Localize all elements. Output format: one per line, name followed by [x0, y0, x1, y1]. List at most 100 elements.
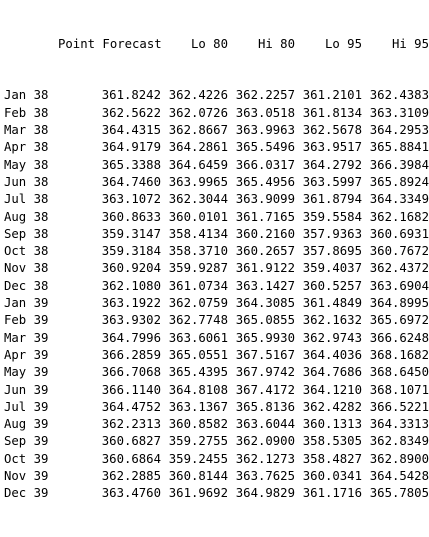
cell-lo-95: 359.5584 [302, 209, 362, 224]
cell-point-forecast: 360.8633 [101, 209, 161, 224]
row-label: Oct 39 [4, 451, 49, 466]
cell-hi-95: 364.5428 [369, 469, 429, 484]
cell-lo-95: 360.5257 [302, 278, 362, 293]
cell-hi-95: 364.8995 [369, 296, 429, 311]
row-label: Apr 38 [4, 140, 49, 155]
cell-lo-95: 362.5678 [302, 123, 362, 138]
row-label: Sep 38 [4, 226, 49, 241]
cell-hi-80: 361.9122 [235, 261, 295, 276]
cell-lo-80: 362.0726 [168, 105, 228, 120]
cell-point-forecast: 364.4752 [101, 399, 161, 414]
cell-lo-80: 360.0101 [168, 209, 228, 224]
cell-lo-95: 358.4827 [302, 451, 362, 466]
cell-hi-95: 362.1682 [369, 209, 429, 224]
table-row: Jan 39 363.1922 362.0759 364.3085 361.4849 36… [4, 295, 429, 312]
cell-lo-95: 361.8794 [302, 192, 362, 207]
table-row: Dec 38 362.1080 361.0734 363.1427 360.5257 36… [4, 278, 429, 295]
cell-point-forecast: 364.7460 [101, 174, 161, 189]
cell-hi-80: 365.4956 [235, 174, 295, 189]
cell-point-forecast: 359.3147 [101, 226, 161, 241]
row-label: May 38 [4, 157, 49, 172]
cell-lo-80: 359.2755 [168, 434, 228, 449]
row-label: Jun 38 [4, 174, 49, 189]
table-row: Feb 39 363.9302 362.7748 365.0855 362.1632 36… [4, 312, 429, 329]
forecast-table: Point Forecast Lo 80 Hi 80 Lo 95 Hi 95 J… [4, 1, 429, 537]
table-row: Sep 39 360.6827 359.2755 362.0900 358.5305 36… [4, 433, 429, 450]
cell-lo-80: 359.2455 [168, 451, 228, 466]
cell-hi-80: 365.9930 [235, 330, 295, 345]
cell-hi-80: 360.2657 [235, 244, 295, 259]
table-row: Aug 38 360.8633 360.0101 361.7165 359.5584 36… [4, 209, 429, 226]
cell-lo-95: 364.2792 [302, 157, 362, 172]
table-row: Jan 38 361.8242 362.4226 362.2257 361.2101 36… [4, 87, 429, 104]
cell-lo-80: 362.0759 [168, 296, 228, 311]
row-label: Sep 39 [4, 434, 49, 449]
table-body: Jan 38 361.8242 362.4226 362.2257 361.2101 36… [4, 87, 429, 502]
header-cell-lo-95: Lo 95 [324, 36, 362, 51]
cell-hi-95: 365.7805 [369, 486, 429, 501]
console-output: Point Forecast Lo 80 Hi 80 Lo 95 Hi 95 J… [4, 36, 429, 501]
cell-lo-80: 361.0734 [168, 278, 228, 293]
row-label: Dec 39 [4, 486, 49, 501]
cell-point-forecast: 364.7996 [101, 330, 161, 345]
row-label: Nov 39 [4, 469, 49, 484]
cell-point-forecast: 361.8242 [101, 88, 161, 103]
table-row: Apr 38 364.9179 364.2861 365.5496 363.9517 36… [4, 139, 429, 156]
row-label: Dec 38 [4, 278, 49, 293]
cell-lo-95: 359.4037 [302, 261, 362, 276]
table-row: Oct 39 360.6864 359.2455 362.1273 358.4827 36… [4, 451, 429, 468]
cell-point-forecast: 362.2885 [101, 469, 161, 484]
cell-lo-95: 361.2101 [302, 88, 362, 103]
cell-hi-95: 360.6931 [369, 226, 429, 241]
cell-point-forecast: 362.2313 [101, 417, 161, 432]
row-label: Jan 39 [4, 296, 49, 311]
cell-lo-95: 361.1716 [302, 486, 362, 501]
cell-hi-80: 367.5167 [235, 347, 295, 362]
cell-hi-80: 363.9963 [235, 123, 295, 138]
cell-lo-95: 362.1632 [302, 313, 362, 328]
table-row: Sep 38 359.3147 358.4134 360.2160 357.9363 36… [4, 226, 429, 243]
row-label: Mar 39 [4, 330, 49, 345]
table-row: Jun 39 366.1140 364.8108 367.4172 364.1210 36… [4, 382, 429, 399]
cell-lo-80: 359.9287 [168, 261, 228, 276]
cell-hi-80: 363.6044 [235, 417, 295, 432]
cell-lo-95: 363.9517 [302, 140, 362, 155]
cell-hi-95: 366.6248 [369, 330, 429, 345]
cell-point-forecast: 364.4315 [101, 123, 161, 138]
cell-lo-80: 363.9965 [168, 174, 228, 189]
row-label: Jan 38 [4, 88, 49, 103]
cell-point-forecast: 360.6864 [101, 451, 161, 466]
cell-hi-95: 362.8900 [369, 451, 429, 466]
row-label: Aug 39 [4, 417, 49, 432]
table-row: Nov 38 360.9204 359.9287 361.9122 359.4037 36… [4, 260, 429, 277]
cell-point-forecast: 363.1072 [101, 192, 161, 207]
cell-lo-80: 364.6459 [168, 157, 228, 172]
cell-hi-80: 363.9099 [235, 192, 295, 207]
cell-lo-95: 357.9363 [302, 226, 362, 241]
cell-lo-80: 364.2861 [168, 140, 228, 155]
cell-hi-95: 365.6972 [369, 313, 429, 328]
cell-point-forecast: 366.7068 [101, 365, 161, 380]
cell-hi-95: 363.6904 [369, 278, 429, 293]
cell-hi-95: 366.3984 [369, 157, 429, 172]
cell-hi-80: 360.2160 [235, 226, 295, 241]
row-label: Jul 39 [4, 399, 49, 414]
header-cell-hi-80: Hi 80 [257, 36, 295, 51]
cell-hi-95: 368.1071 [369, 382, 429, 397]
cell-lo-95: 361.4849 [302, 296, 362, 311]
cell-hi-80: 363.0518 [235, 105, 295, 120]
row-label: Apr 39 [4, 347, 49, 362]
cell-hi-95: 366.5221 [369, 399, 429, 414]
cell-hi-95: 362.4372 [369, 261, 429, 276]
cell-point-forecast: 366.1140 [101, 382, 161, 397]
cell-hi-80: 367.4172 [235, 382, 295, 397]
table-row: Apr 39 366.2859 365.0551 367.5167 364.4036 36… [4, 347, 429, 364]
cell-lo-80: 358.3710 [168, 244, 228, 259]
row-label: Aug 38 [4, 209, 49, 224]
header-cell-label [4, 36, 58, 53]
cell-lo-95: 364.1210 [302, 382, 362, 397]
cell-hi-80: 364.3085 [235, 296, 295, 311]
cell-lo-95: 362.9743 [302, 330, 362, 345]
cell-lo-95: 361.8134 [302, 105, 362, 120]
cell-lo-80: 360.8582 [168, 417, 228, 432]
